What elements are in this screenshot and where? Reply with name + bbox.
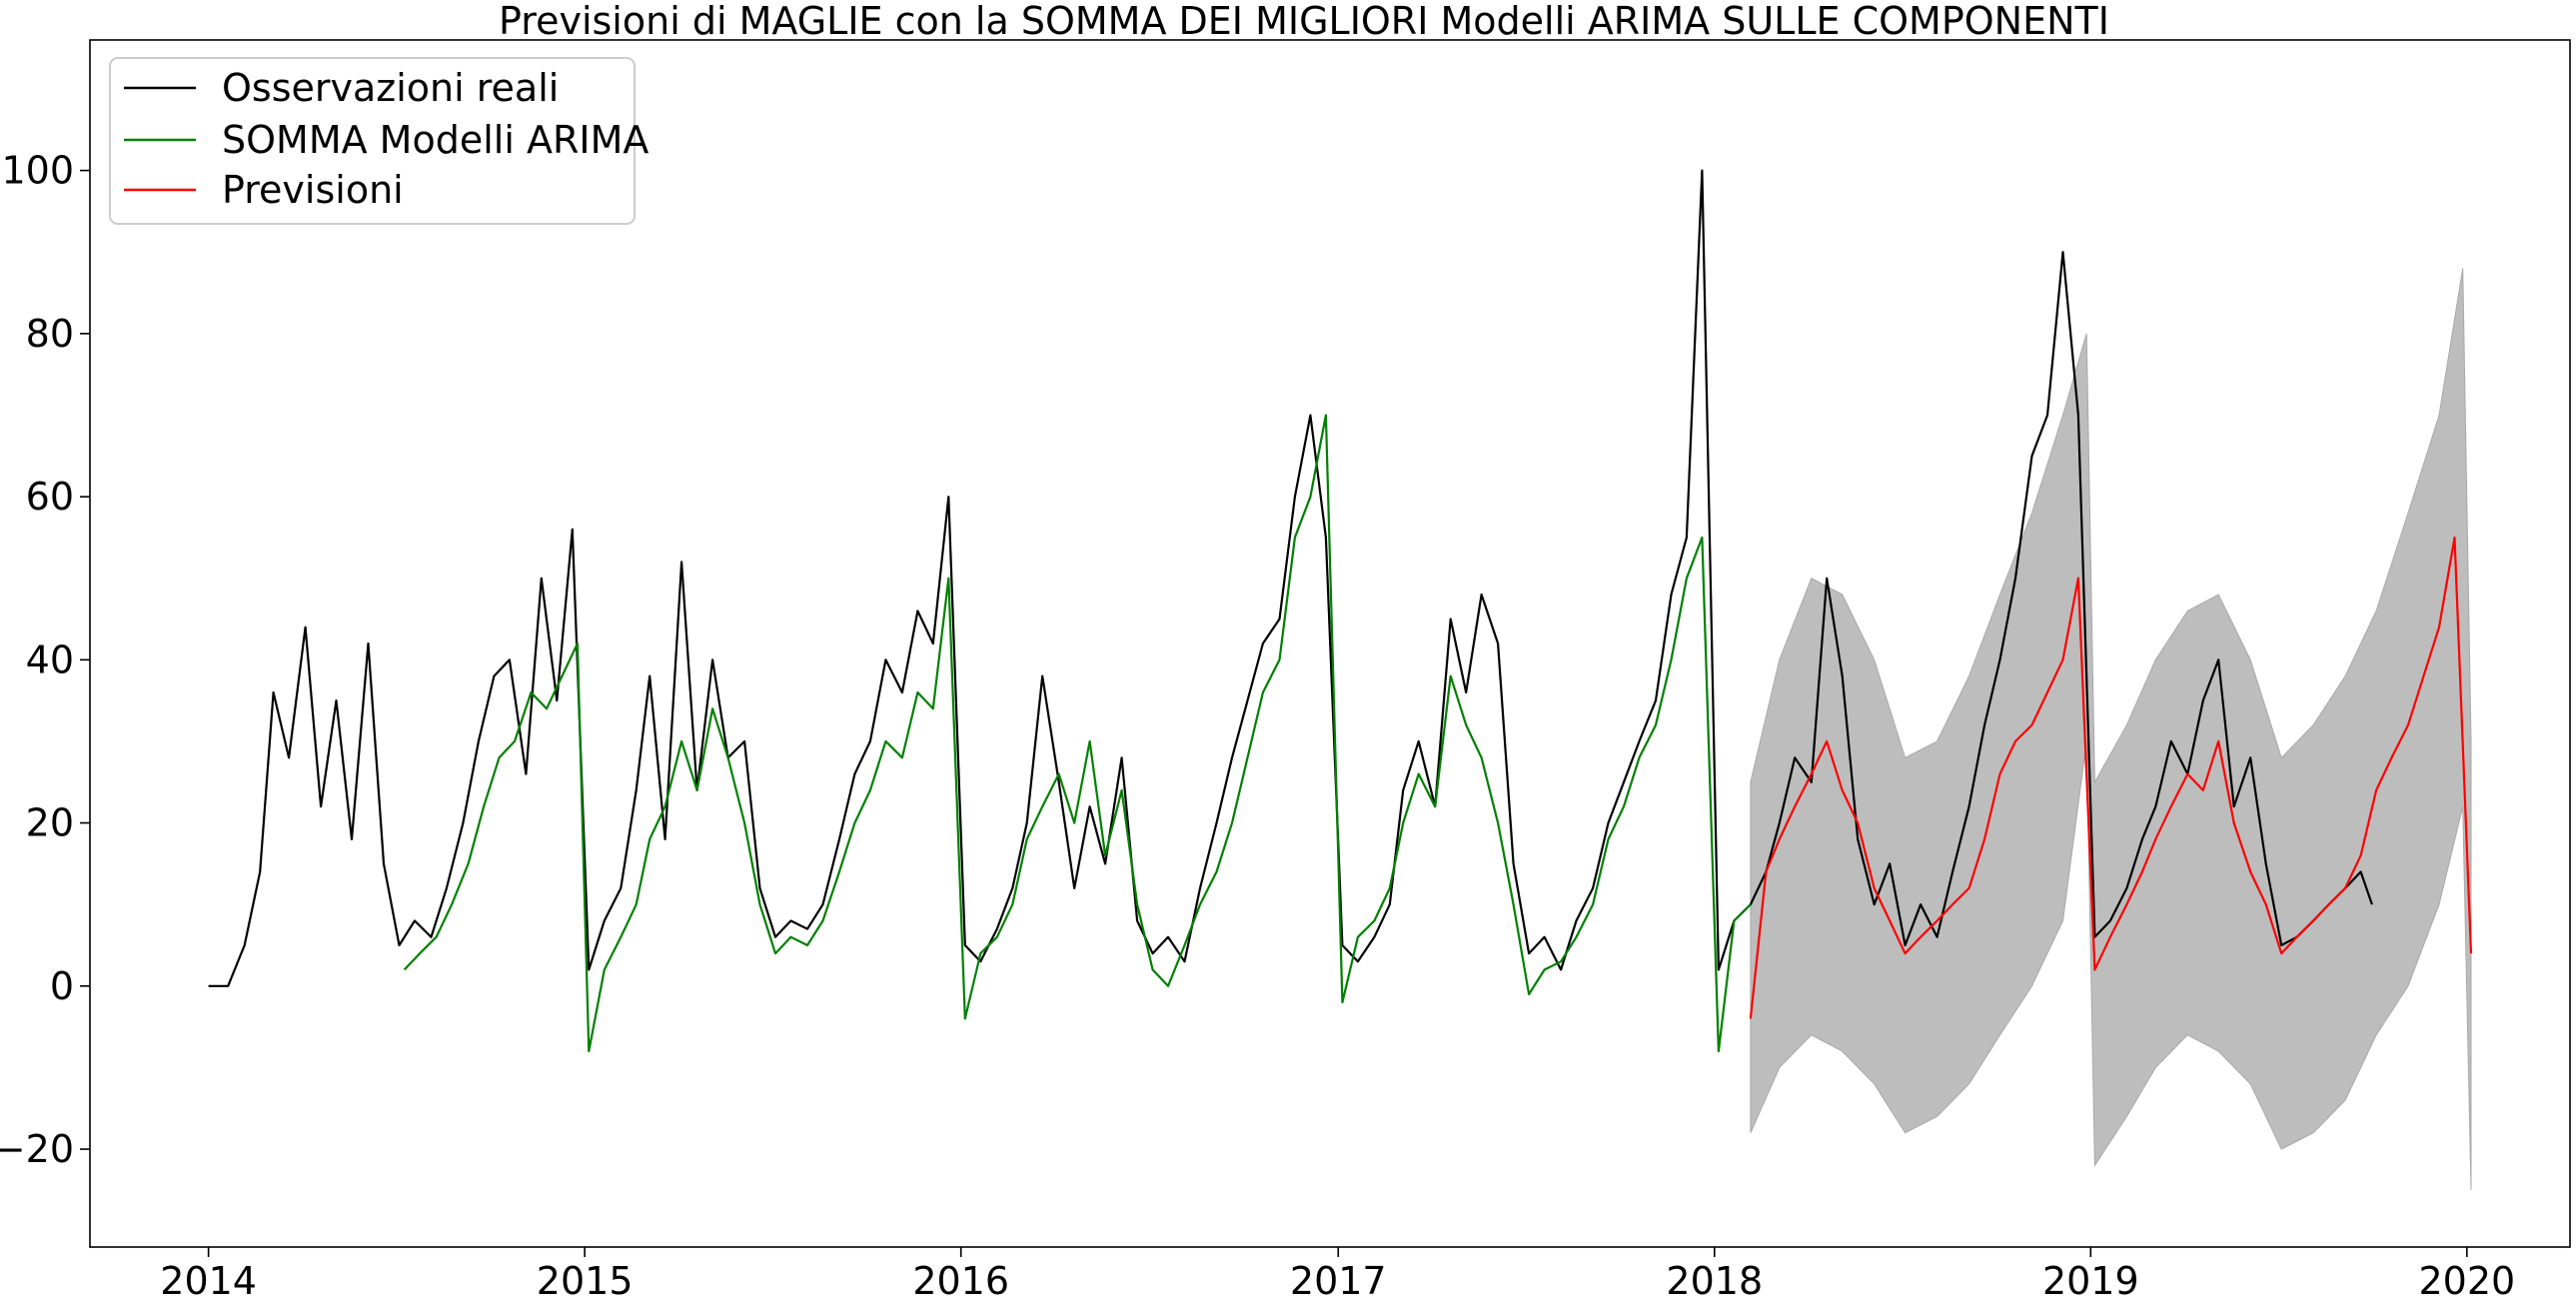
x-tick-label: 2015 — [537, 1259, 634, 1298]
plot-frame — [89, 39, 2571, 1248]
series-layer — [208, 169, 2473, 1053]
legend-label-arima: SOMMA Modelli ARIMA — [222, 118, 648, 162]
legend-box — [109, 57, 636, 225]
legend: Osservazioni reali SOMMA Modelli ARIMA P… — [109, 57, 648, 225]
series-line-observed — [208, 169, 2373, 987]
legend-label-observed: Osservazioni reali — [222, 66, 559, 110]
y-tick-label: 60 — [26, 475, 74, 519]
x-tick-label: 2019 — [2042, 1259, 2139, 1298]
y-tick-label: 40 — [26, 638, 74, 681]
x-tick-label: 2020 — [2418, 1259, 2515, 1298]
y-tick-label: 80 — [26, 312, 74, 356]
x-tick-label: 2017 — [1290, 1259, 1387, 1298]
x-tick-label: 2016 — [912, 1259, 1009, 1298]
chart-title: Previsioni di MAGLIE con la SOMMA DEI MI… — [499, 0, 2109, 43]
x-tick-label: 2018 — [1666, 1259, 1763, 1298]
y-tick-label: 0 — [50, 964, 74, 1008]
y-tick-label: 20 — [26, 801, 74, 845]
x-tick-label: 2014 — [160, 1259, 257, 1298]
axes-layer: 2014 2015 2016 2017 2018 2019 2020 −20 0 20 40 60 80… — [0, 39, 2571, 1298]
y-tick-label: 100 — [1, 149, 74, 193]
legend-label-forecast: Previsioni — [222, 168, 404, 212]
series-line-forecast — [1749, 536, 2473, 1019]
series-line-arima-sum — [403, 414, 1752, 1053]
y-tick-label: −20 — [0, 1127, 74, 1171]
